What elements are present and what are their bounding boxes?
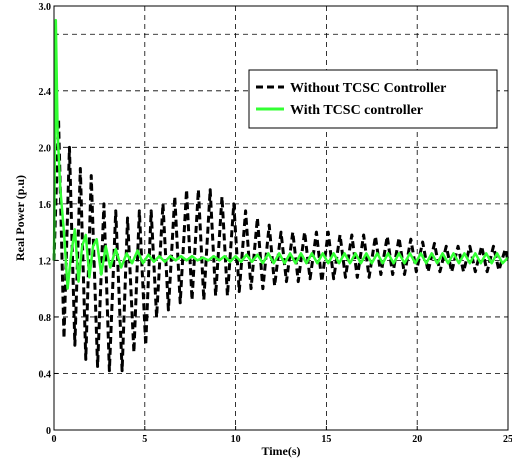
series-line-with-tcsc [52,18,509,290]
x-tick-label: 25 [503,434,512,445]
series-line-without-tcsc [52,117,510,373]
y-tick-label: 1.6 [39,200,52,211]
y-tick-label: 0.8 [39,313,52,324]
legend-box [248,69,498,129]
x-tick-label: 20 [412,434,422,445]
x-tick-label: 15 [321,434,331,445]
y-tick-label: 3.0 [39,2,52,13]
x-axis-label: Time(s) [261,444,300,458]
x-tick-label: 5 [142,434,147,445]
y-tick-label: 1.2 [39,256,52,267]
y-tick-label: 0.4 [39,369,52,380]
x-tick-label: 0 [52,434,57,445]
plot-frame [53,5,509,431]
y-tick-label: 0 [46,426,51,437]
y-tick-label: 2.0 [39,143,52,154]
legend-label-without-tcsc: Without TCSC Controller [290,81,446,96]
y-tick-label: 2.4 [39,87,52,98]
y-axis-label: Real Power (p.u) [13,175,27,261]
x-tick-label: 10 [231,434,241,445]
legend: Without TCSC Controller With TCSC contro… [248,69,498,129]
series-lines [52,18,510,373]
legend-label-with-tcsc: With TCSC controller [290,103,423,118]
